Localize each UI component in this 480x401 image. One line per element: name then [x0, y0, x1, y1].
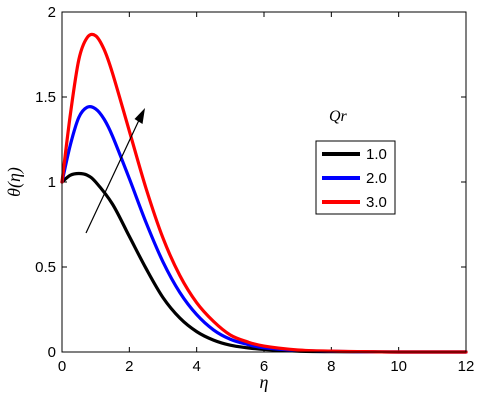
x-tick-label: 2 — [125, 358, 133, 375]
x-tick-label: 12 — [458, 358, 475, 375]
y-tick-label: 0.5 — [35, 259, 56, 276]
x-tick-label: 4 — [192, 358, 200, 375]
x-tick-label: 0 — [58, 358, 66, 375]
x-tick-label: 6 — [260, 358, 268, 375]
x-tick-label: 10 — [390, 358, 407, 375]
legend-title: Qr — [329, 108, 348, 125]
arrow-head — [134, 108, 145, 124]
legend-label-1: 1.0 — [366, 146, 387, 163]
increase-arrow — [85, 108, 145, 234]
plot-area — [62, 12, 466, 352]
series-line-qr-3 — [60, 32, 468, 354]
y-axis-label: θ(η) — [4, 167, 25, 197]
arrow-shaft — [85, 117, 141, 234]
x-tick-label: 8 — [327, 358, 335, 375]
y-tick-label: 2 — [48, 4, 56, 21]
y-tick-label: 0 — [48, 344, 56, 361]
y-tick-label: 1 — [48, 174, 56, 191]
y-tick-label: 1.5 — [35, 89, 56, 106]
legend-label-2: 2.0 — [366, 170, 387, 187]
axes-frame — [61, 11, 467, 353]
legend: 1.0 2.0 3.0 — [315, 140, 396, 215]
x-axis-label: η — [260, 372, 269, 392]
legend-label-3: 3.0 — [366, 194, 387, 211]
